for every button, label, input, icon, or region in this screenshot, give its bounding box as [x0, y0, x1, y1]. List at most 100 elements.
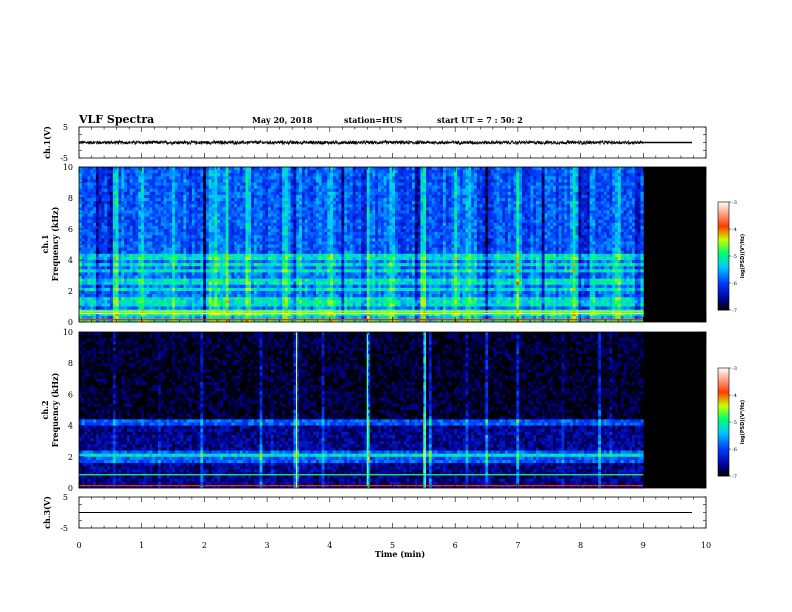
spectrogram-cell	[90, 235, 93, 239]
spectrogram-cell	[144, 282, 147, 286]
spectrogram-cell	[330, 176, 333, 180]
spectrogram-cell	[333, 285, 336, 289]
spectrogram-cell	[133, 316, 136, 320]
spectrogram-cell	[296, 176, 299, 180]
spectrogram-cell	[186, 217, 189, 221]
spectrogram-cell	[344, 266, 347, 270]
spectrogram-cell	[333, 260, 336, 264]
spectrogram-cell	[257, 183, 260, 187]
spectrogram-cell	[254, 186, 257, 190]
spectrogram-cell	[133, 288, 136, 292]
spectrogram-cell	[113, 170, 116, 174]
spectrogram-cell	[90, 241, 93, 245]
spectrogram-cell	[344, 207, 347, 211]
spectrogram-cell	[206, 282, 209, 286]
spectrogram-cell	[220, 316, 223, 320]
spectrogram-cell	[175, 173, 178, 177]
spectrogram-cell	[161, 226, 164, 230]
spectrogram-cell	[231, 186, 234, 190]
spectrogram-cell	[212, 316, 215, 320]
spectrogram-cell	[166, 173, 169, 177]
spectrogram-cell	[169, 245, 172, 249]
spectrogram-cell	[206, 285, 209, 289]
spectrogram-cell	[209, 220, 212, 224]
spectrogram-cell	[260, 183, 263, 187]
spectrogram-cell	[254, 170, 257, 174]
spectrogram-cell	[214, 195, 217, 199]
spectrogram-cell	[155, 189, 158, 193]
spectrogram-cell	[217, 173, 220, 177]
spectrogram-cell	[87, 303, 90, 307]
spectrogram-cell	[268, 260, 271, 264]
spectrogram-cell	[107, 316, 110, 320]
spectrogram-cell	[135, 229, 138, 233]
spectrogram-cell	[206, 300, 209, 304]
spectrogram-cell	[195, 254, 198, 257]
spectrogram-cell	[124, 316, 127, 320]
spectrogram-cell	[248, 294, 251, 298]
spectrogram-cell	[141, 307, 144, 311]
spectrogram-cell	[316, 189, 319, 193]
spectrogram-cell	[99, 238, 102, 242]
spectrogram-cell	[344, 272, 347, 276]
spectrogram-cell	[189, 288, 192, 292]
spectrogram-cell	[104, 186, 107, 190]
spectrogram-cell	[147, 229, 150, 233]
spectrogram-cell	[333, 248, 336, 252]
spectrogram-cell	[296, 183, 299, 187]
spectrogram-cell	[339, 307, 342, 311]
spectrogram-cell	[110, 189, 113, 193]
spectrogram-cell	[189, 195, 192, 199]
spectrogram-cell	[223, 303, 226, 307]
spectrogram-cell	[164, 266, 167, 270]
spectrogram-cell	[296, 288, 299, 292]
spectrogram-cell	[214, 291, 217, 295]
spectrogram-cell	[99, 316, 102, 320]
spectrogram-cell	[257, 167, 260, 171]
spectrogram-cell	[178, 204, 181, 208]
spectrogram-cell	[257, 272, 260, 276]
spectrogram-cell	[341, 303, 344, 307]
spectrogram-cell	[274, 316, 277, 320]
spectrogram-cell	[313, 303, 316, 307]
spectrogram-cell	[282, 176, 285, 180]
spectrogram-cell	[237, 276, 240, 280]
spectrogram-cell	[138, 297, 141, 301]
spectrogram-cell	[169, 173, 172, 177]
spectrogram-cell	[195, 248, 198, 252]
spectrogram-cell	[234, 300, 237, 304]
spectrogram-cell	[336, 307, 339, 311]
spectrogram-cell	[102, 238, 105, 242]
spectrogram-cell	[322, 217, 325, 221]
spectrogram-cell	[82, 198, 85, 202]
spectrogram-cell	[339, 279, 342, 283]
spectrogram-cell	[169, 226, 172, 230]
spectrogram-cell	[234, 220, 237, 224]
spectrogram-cell	[150, 235, 153, 239]
spectrogram-cell	[313, 170, 316, 174]
spectrogram-cell	[155, 186, 158, 190]
spectrogram-cell	[265, 291, 268, 295]
spectrogram-cell	[277, 207, 280, 211]
spectrogram-cell	[147, 272, 150, 276]
spectrogram-cell	[175, 251, 178, 255]
spectrogram-cell	[223, 183, 226, 187]
spectrogram-cell	[93, 269, 96, 273]
spectrogram-cell	[271, 303, 274, 307]
spectrogram-cell	[206, 176, 209, 180]
spectrogram-cell	[181, 223, 184, 227]
spectrogram-cell	[299, 300, 302, 304]
spectrogram-cell	[141, 179, 144, 183]
spectrogram-cell	[265, 214, 268, 218]
spectrogram-cell	[265, 288, 268, 292]
spectrogram-cell	[87, 189, 90, 193]
spectrogram-cell	[87, 173, 90, 177]
spectrogram-cell	[341, 285, 344, 289]
spectrogram-cell	[319, 272, 322, 276]
spectrogram-cell	[198, 269, 201, 273]
spectrogram-cell	[248, 248, 251, 252]
spectrogram-cell	[144, 316, 147, 320]
spectrogram-cell	[124, 195, 127, 199]
spectrogram-cell	[265, 238, 268, 242]
spectrogram-cell	[302, 288, 305, 292]
